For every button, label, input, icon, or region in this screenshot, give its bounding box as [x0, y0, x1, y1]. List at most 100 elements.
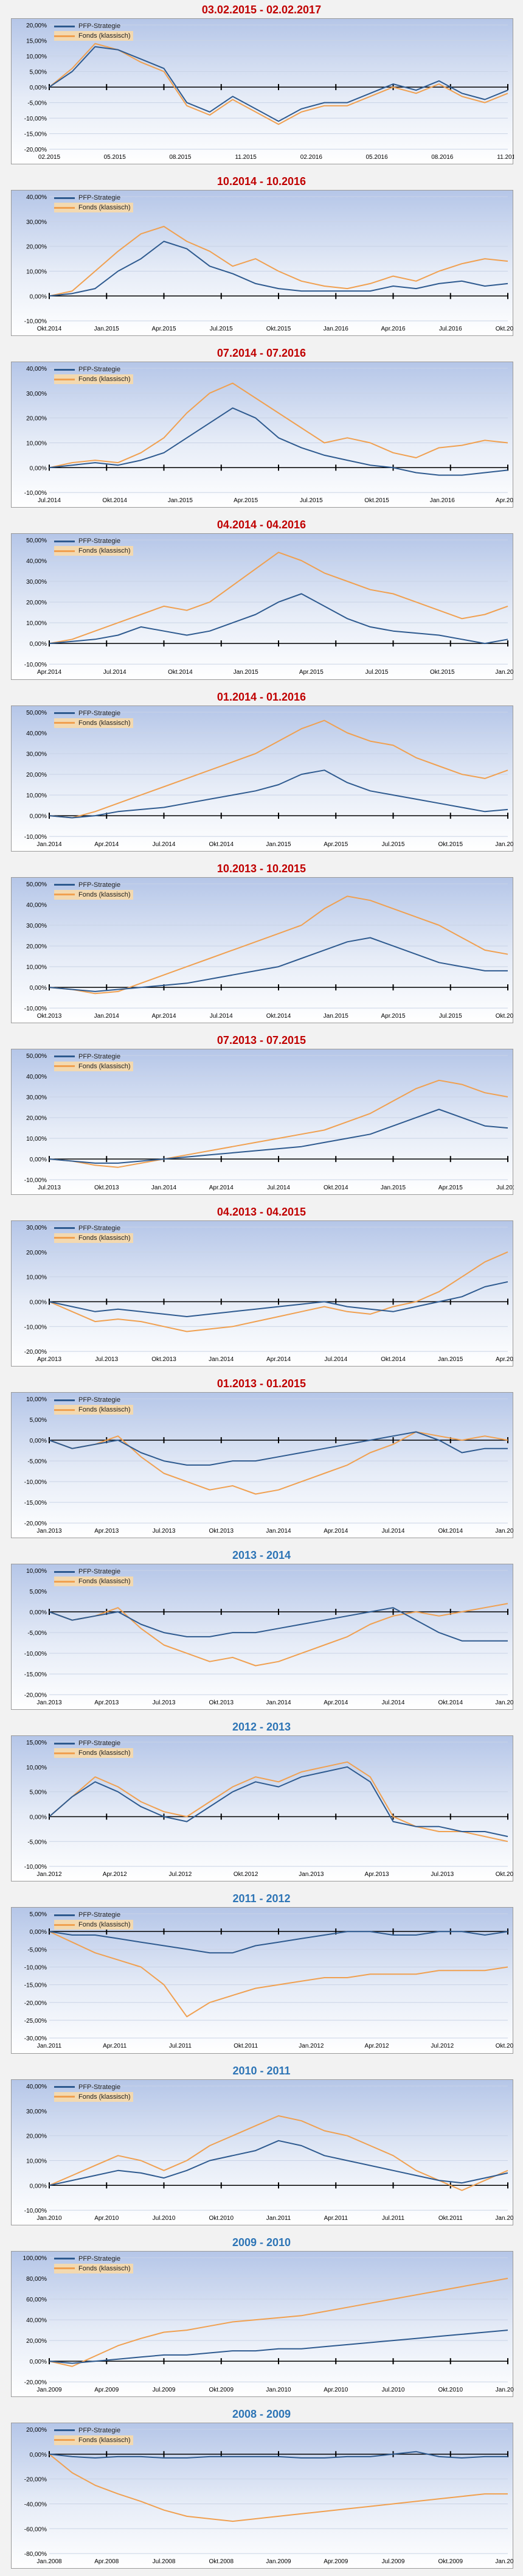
x-tick-label: Apr.2013 — [37, 1356, 61, 1363]
series-line-fonds — [49, 2115, 508, 2191]
legend-swatch — [54, 1399, 75, 1401]
y-tick-label: 0,00% — [30, 85, 47, 91]
legend-swatch — [54, 1742, 75, 1745]
legend-swatch — [54, 1923, 75, 1926]
x-tick-label: Apr.2015 — [151, 326, 176, 332]
x-tick-label: Jul.2008 — [153, 2558, 176, 2565]
y-tick-label: 30,00% — [26, 2108, 47, 2115]
y-tick-label: -10,00% — [24, 1651, 47, 1657]
chart-block: 07.2013 - 07.2015 50,00% 40,00% 30,00% 20,00… — [0, 1031, 523, 1202]
y-tick-label: 20,00% — [26, 772, 47, 779]
y-tick-label: 0,00% — [30, 293, 47, 300]
y-tick-label: 50,00% — [26, 1053, 47, 1060]
y-tick-label: 20,00% — [26, 23, 47, 29]
series-line-fonds — [49, 1761, 508, 1843]
legend-label: Fonds (klassisch) — [78, 1406, 131, 1413]
y-tick-label: 10,00% — [26, 269, 47, 276]
legend-item-fonds: Fonds (klassisch) — [54, 1748, 133, 1759]
x-tick-label: Apr.2013 — [94, 1528, 119, 1535]
y-tick-label: 20,00% — [26, 1115, 47, 1122]
legend-label: Fonds (klassisch) — [78, 2093, 131, 2101]
y-tick-label: -10,00% — [24, 1864, 47, 1871]
chart-block: 01.2014 - 01.2016 50,00% 40,00% 30,00% 20,00… — [0, 687, 523, 859]
legend-label: Fonds (klassisch) — [78, 1062, 131, 1070]
legend-label: PFP-Strategie — [78, 881, 121, 889]
y-tick-label: 10,00% — [26, 54, 47, 60]
y-tick-label: -10,00% — [24, 1177, 47, 1184]
y-tick-label: -5,00% — [27, 1839, 47, 1846]
chart-panel: 5,00% 0,00% -5,00% -10,00% -15,00% -20,00% -25… — [11, 1907, 514, 2054]
x-tick-label: Jan.2016 — [430, 497, 455, 504]
x-tick-label: Jan.2010 — [36, 2215, 62, 2222]
x-tick-label: Jul.2015 — [496, 1185, 514, 1191]
y-tick-label: 30,00% — [26, 579, 47, 586]
legend-item-fonds: Fonds (klassisch) — [54, 203, 133, 213]
x-tick-label: Jan.2016 — [495, 670, 514, 676]
x-tick-label: Jan.2015 — [94, 326, 120, 332]
x-tick-label: Jan.2014 — [94, 1013, 120, 1020]
y-tick-label: -15,00% — [24, 1500, 47, 1507]
x-tick-label: Okt.2014 — [324, 1185, 348, 1191]
x-tick-label: Okt.2014 — [168, 670, 193, 676]
x-tick-label: Apr.2012 — [365, 2043, 389, 2050]
x-tick-label: Jul.2014 — [267, 1185, 290, 1191]
legend: PFP-Strategie Fonds (klassisch) — [54, 536, 133, 556]
legend-item-strategy: PFP-Strategie — [54, 1223, 133, 1233]
chart-panel: 100,00% 80,00% 60,00% 40,00% 20,00% 0,00% -20,… — [11, 2250, 514, 2397]
y-tick-label: 30,00% — [26, 923, 47, 929]
chart-panel: 15,00% 10,00% 5,00% 0,00% -5,00% -10,00% Jan.2… — [11, 1735, 514, 1882]
x-tick-label: Apr.2014 — [324, 1699, 348, 1706]
legend-item-fonds: Fonds (klassisch) — [54, 2091, 133, 2102]
y-tick-label: -15,00% — [24, 131, 47, 138]
chart-title: 2008 - 2009 — [232, 2407, 291, 2420]
chart-block: 04.2014 - 04.2016 50,00% 40,00% 30,00% 20,00… — [0, 515, 523, 687]
legend-label: Fonds (klassisch) — [78, 719, 131, 727]
x-tick-label: Jul.2015 — [365, 670, 389, 676]
y-tick-label: -10,00% — [24, 1479, 47, 1486]
y-tick-label: -5,00% — [27, 1458, 47, 1465]
legend-label: PFP-Strategie — [78, 2255, 121, 2263]
y-tick-label: -5,00% — [27, 1630, 47, 1637]
y-tick-label: 0,00% — [30, 1157, 47, 1163]
y-tick-label: 0,00% — [30, 2183, 47, 2189]
series-line-strategy — [49, 2329, 508, 2364]
x-tick-label: Okt.2013 — [209, 1699, 234, 1706]
y-tick-label: -60,00% — [24, 2526, 47, 2533]
chart-panel: 50,00% 40,00% 30,00% 20,00% 10,00% 0,00% -10,0… — [11, 877, 514, 1023]
x-tick-label: Jul.2012 — [431, 2043, 454, 2050]
chart-title: 2009 - 2010 — [232, 2236, 291, 2249]
legend-item-fonds: Fonds (klassisch) — [54, 1405, 133, 1415]
y-tick-label: 10,00% — [26, 1568, 47, 1575]
x-tick-label: Jan.2013 — [299, 1871, 324, 1878]
series-line-strategy — [49, 769, 508, 818]
y-tick-label: -15,00% — [24, 1983, 47, 1989]
x-tick-label: Apr.2014 — [94, 841, 119, 848]
series-line-fonds — [49, 1431, 508, 1495]
x-tick-label: Jan.2009 — [266, 2558, 291, 2565]
y-tick-label: -10,00% — [24, 1324, 47, 1331]
y-tick-label: 5,00% — [30, 1790, 47, 1796]
series-line-fonds — [49, 43, 508, 125]
x-tick-label: Jan.2014 — [151, 1185, 177, 1191]
x-tick-label: Jan.2015 — [324, 1013, 349, 1020]
series-line-strategy — [49, 1931, 508, 1954]
x-tick-label: Jan.2015 — [495, 1699, 514, 1706]
chart-title: 2010 - 2011 — [232, 2064, 291, 2077]
series-line-strategy — [49, 1281, 508, 1317]
series-line-fonds — [49, 895, 508, 994]
x-tick-label: Jan.2013 — [36, 1528, 62, 1535]
y-tick-label: 5,00% — [30, 1911, 47, 1918]
x-tick-label: Okt.2014 — [381, 1356, 406, 1363]
y-tick-label: 5,00% — [30, 1589, 47, 1595]
y-tick-label: 30,00% — [26, 751, 47, 758]
series-line-strategy — [49, 2140, 508, 2186]
y-tick-label: -10,00% — [24, 1965, 47, 1972]
legend-swatch — [54, 722, 75, 724]
legend-swatch — [54, 1752, 75, 1754]
chart-block: 2009 - 2010 100,00% 80,00% 60,00% 40,00% 20,0… — [0, 2233, 523, 2404]
legend-label: Fonds (klassisch) — [78, 1749, 131, 1757]
y-tick-label: 20,00% — [26, 1250, 47, 1256]
legend-item-strategy: PFP-Strategie — [54, 2082, 133, 2092]
x-tick-label: Jan.2012 — [36, 1871, 62, 1878]
x-tick-label: Okt.2011 — [234, 2043, 258, 2050]
